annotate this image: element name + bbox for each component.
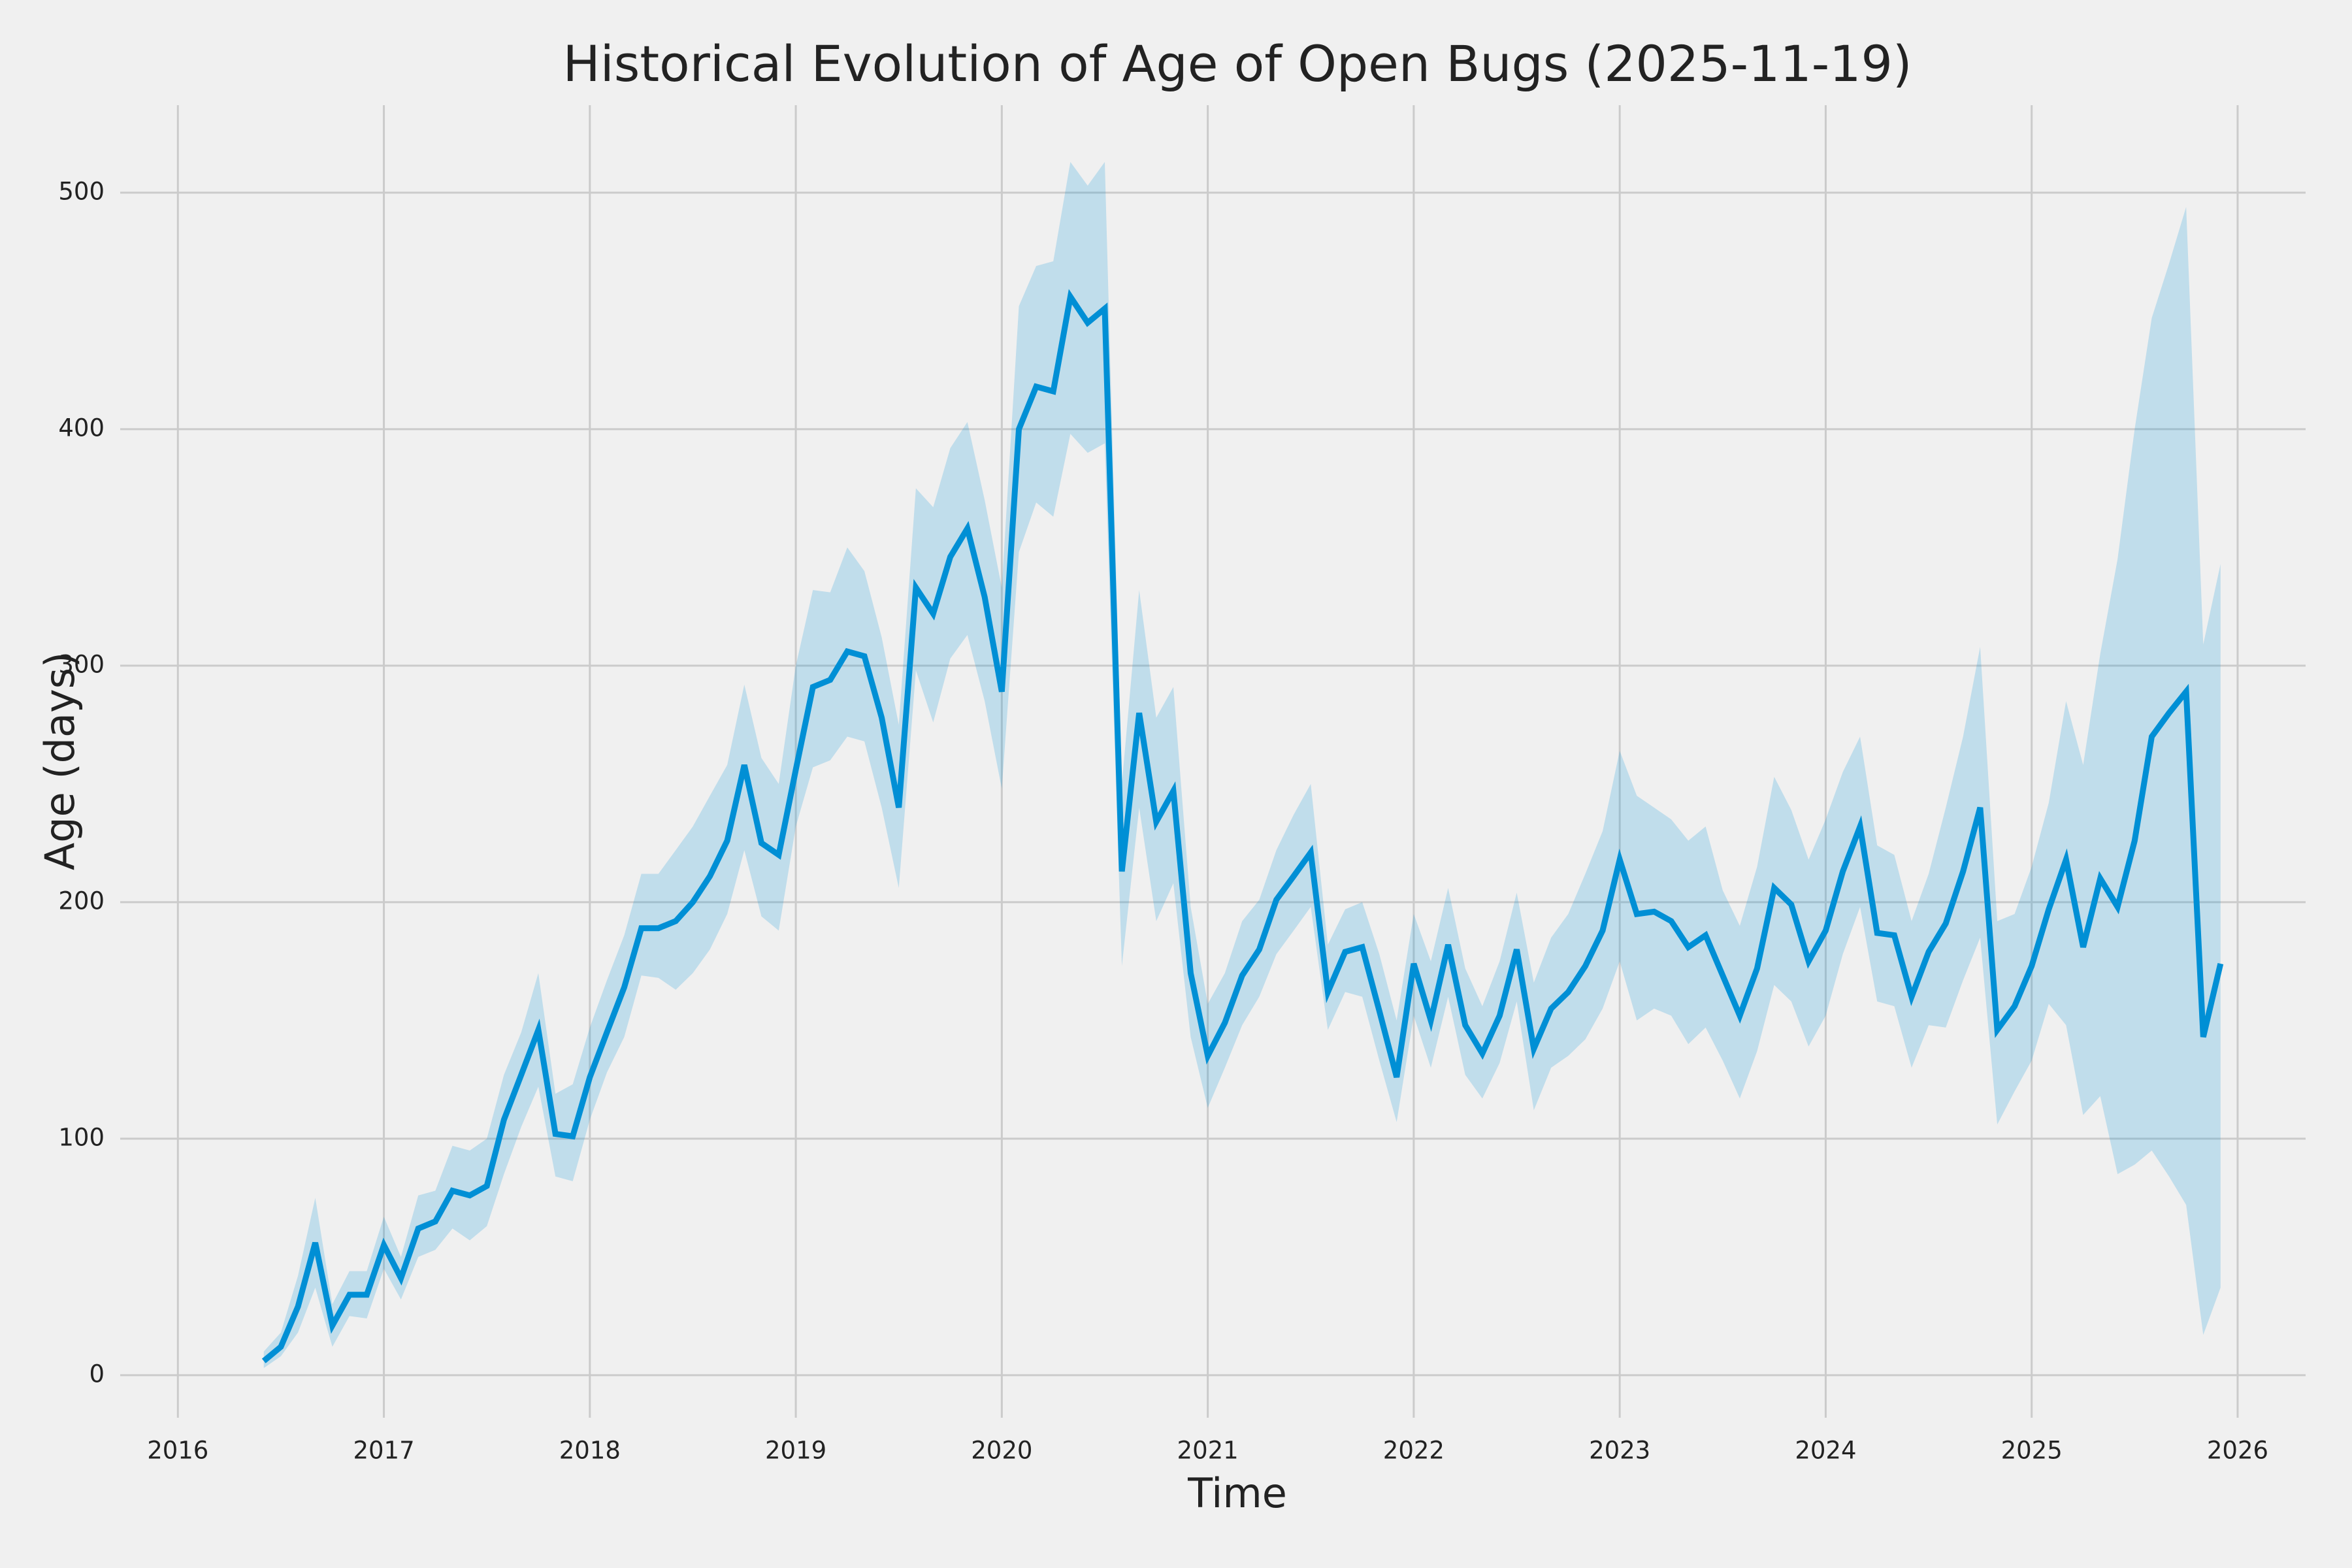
y-tick-label: 100 — [58, 1123, 105, 1151]
x-tick-label: 2026 — [2207, 1437, 2268, 1465]
x-tick-label: 2025 — [2001, 1437, 2063, 1465]
x-tick-label: 2019 — [765, 1437, 826, 1465]
y-axis-label: Age (days) — [36, 652, 84, 870]
x-tick-label: 2024 — [1795, 1437, 1856, 1465]
x-axis-label: Time — [1187, 1469, 1287, 1517]
x-tick-label: 2022 — [1383, 1437, 1445, 1465]
y-tick-label: 500 — [58, 177, 105, 205]
data-line — [261, 289, 2224, 1364]
x-tick-label: 2016 — [147, 1437, 208, 1465]
confidence-band — [263, 161, 2221, 1368]
y-tick-label: 400 — [58, 414, 105, 442]
y-tick-label: 300 — [58, 650, 105, 678]
y-tick-label: 0 — [89, 1360, 105, 1388]
y-tick-label: 200 — [58, 887, 105, 915]
x-tick-label: 2017 — [353, 1437, 414, 1465]
chart-title: Historical Evolution of Age of Open Bugs… — [563, 35, 1912, 93]
x-tick-label: 2021 — [1177, 1437, 1239, 1465]
x-tick-label: 2020 — [971, 1437, 1032, 1465]
x-tick-label: 2018 — [559, 1437, 621, 1465]
x-tick-label: 2023 — [1589, 1437, 1650, 1465]
